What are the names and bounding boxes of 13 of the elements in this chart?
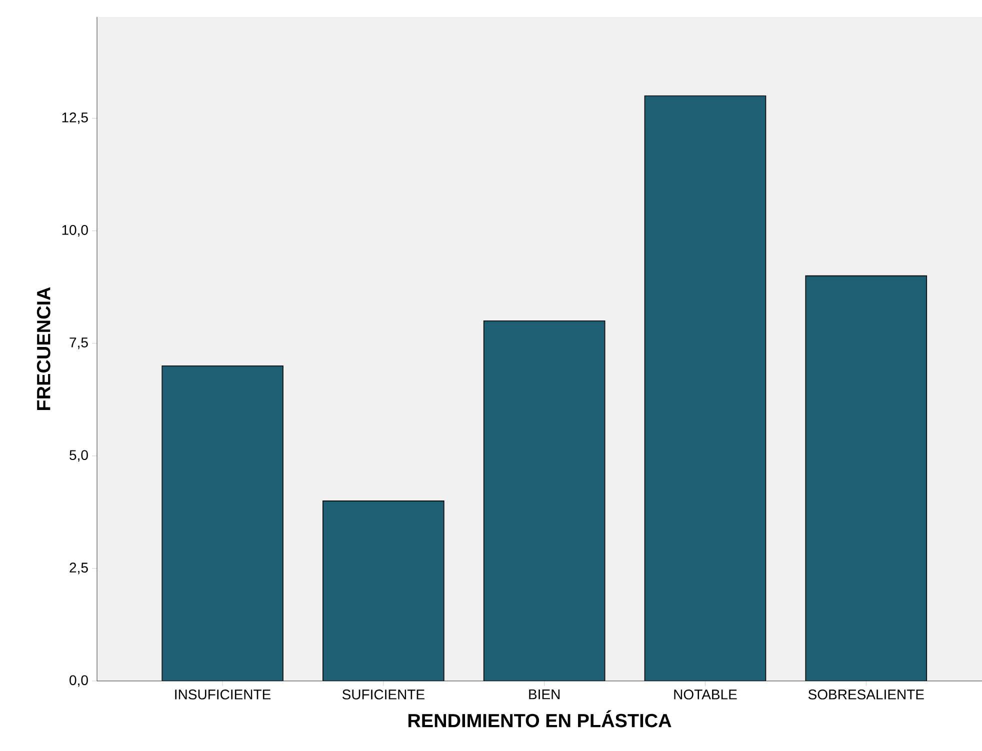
y-tick-label: 0,0 xyxy=(70,675,88,687)
y-tick-label: 12,5 xyxy=(62,112,88,124)
x-axis-title: RENDIMIENTO EN PLÁSTICA xyxy=(408,710,672,728)
y-tick-label: 10,0 xyxy=(62,225,88,237)
y-tick-label: 7,5 xyxy=(70,338,88,350)
x-tick-label: SUFICIENTE xyxy=(342,690,424,700)
y-tick-label: 5,0 xyxy=(70,450,88,462)
x-tick-label: NOTABLE xyxy=(674,690,737,700)
x-tick-label: SOBRESALIENTE xyxy=(808,690,924,700)
y-tick-label: 2,5 xyxy=(70,562,88,574)
y-axis-title: FRECUENCIA xyxy=(36,287,50,410)
x-tick-label: INSUFICIENTE xyxy=(175,690,271,700)
x-tick-label: BIEN xyxy=(529,690,560,700)
